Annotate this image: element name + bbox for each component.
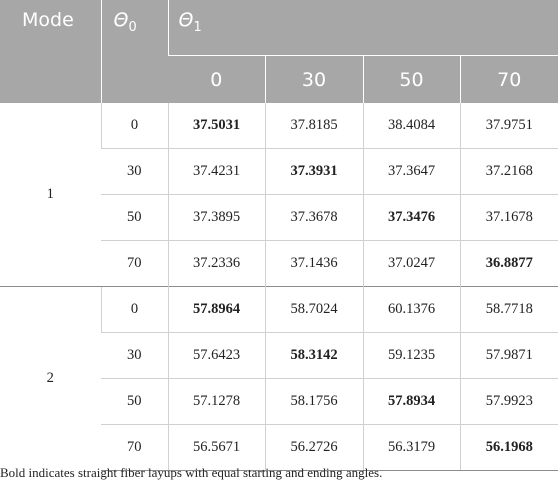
- value-cell: 37.8185: [264, 103, 363, 149]
- table-row: 50 37.3895 37.3678 37.3476 37.1678: [0, 194, 558, 241]
- header-theta1-value: 70: [459, 55, 558, 103]
- theta0-cell: 30: [101, 148, 168, 195]
- theta0-cell: 70: [101, 424, 168, 471]
- value-cell: 37.4231: [167, 148, 265, 195]
- table-container: Mode Θ0 Θ1 0 30 50 70 1 0 37.5031 37.8185 38…: [0, 0, 558, 471]
- table-footnote: Bold indicates straight fiber layups wit…: [0, 465, 383, 480]
- value-cell: 36.8877: [459, 240, 558, 287]
- table-row: 1 0 37.5031 37.8185 38.4084 37.9751: [0, 103, 558, 202]
- value-cell: 37.2336: [167, 240, 265, 287]
- table-body: 1 0 37.5031 37.8185 38.4084 37.9751 30 37.4231 3…: [0, 103, 558, 471]
- value-cell: 37.9751: [459, 103, 558, 149]
- value-cell: 57.9923: [459, 378, 558, 425]
- value-cell: 38.4084: [362, 103, 460, 149]
- table-row: 30 57.6423 58.3142 59.1235 57.9871: [0, 332, 558, 379]
- value-cell: 37.0247: [362, 240, 460, 287]
- mode-cell: 1: [46, 186, 54, 202]
- header-theta1-value: 0: [168, 55, 265, 103]
- value-cell: 56.3179: [362, 424, 460, 471]
- theta1-subscript: 1: [193, 20, 202, 35]
- value-cell: 58.1756: [264, 378, 363, 425]
- theta1-symbol: Θ: [178, 9, 194, 31]
- value-cell: 56.2726: [264, 424, 363, 471]
- value-cell: 58.7718: [459, 286, 558, 333]
- value-cell: 58.3142: [264, 332, 363, 379]
- value-cell: 57.6423: [167, 332, 265, 379]
- value-cell: 37.1678: [459, 194, 558, 241]
- value-cell: 37.3895: [167, 194, 265, 241]
- value-cell: 37.3476: [362, 194, 460, 241]
- theta0-cell: 0: [100, 286, 168, 333]
- theta0-subscript: 0: [128, 20, 137, 35]
- theta0-cell: 50: [101, 378, 168, 425]
- value-cell: 60.1376: [362, 286, 460, 333]
- header-theta1-value: 50: [362, 55, 460, 103]
- value-cell: 37.3647: [362, 148, 460, 195]
- theta0-cell: 0: [100, 103, 168, 149]
- header-mode: Mode: [0, 0, 101, 103]
- value-cell: 37.5031: [167, 103, 265, 149]
- header-theta1: Θ1: [167, 0, 558, 56]
- header-theta0: Θ0: [100, 0, 168, 103]
- theta0-cell: 70: [101, 240, 168, 287]
- table-row: 70 37.2336 37.1436 37.0247 36.8877: [0, 240, 558, 287]
- theta0-symbol: Θ: [113, 9, 129, 31]
- table-row: 50 57.1278 58.1756 57.8934 57.9923: [0, 378, 558, 425]
- table-row: 70 56.5671 56.2726 56.3179 56.1968: [0, 424, 558, 471]
- table-row: 30 37.4231 37.3931 37.3647 37.2168: [0, 148, 558, 195]
- mode-cell: 2: [0, 286, 101, 471]
- theta0-cell: 30: [101, 332, 168, 379]
- value-cell: 57.9871: [459, 332, 558, 379]
- value-cell: 57.1278: [167, 378, 265, 425]
- value-cell: 57.8964: [167, 286, 265, 333]
- value-cell: 59.1235: [362, 332, 460, 379]
- value-cell: 37.3931: [264, 148, 363, 195]
- value-cell: 37.2168: [459, 148, 558, 195]
- value-cell: 57.8934: [362, 378, 460, 425]
- value-cell: 58.7024: [264, 286, 363, 333]
- value-cell: 37.3678: [264, 194, 363, 241]
- theta0-cell: 50: [101, 194, 168, 241]
- header-theta1-value: 30: [264, 55, 363, 103]
- results-table: Mode Θ0 Θ1 0 30 50 70 1 0 37.5031 37.8185 38…: [0, 0, 558, 471]
- value-cell: 56.1968: [459, 424, 558, 471]
- value-cell: 56.5671: [167, 424, 265, 471]
- table-row: 2 0 57.8964 58.7024 60.1376 58.7718: [0, 286, 558, 471]
- table-header: Mode Θ0 Θ1 0 30 50 70: [0, 0, 558, 103]
- value-cell: 37.1436: [264, 240, 363, 287]
